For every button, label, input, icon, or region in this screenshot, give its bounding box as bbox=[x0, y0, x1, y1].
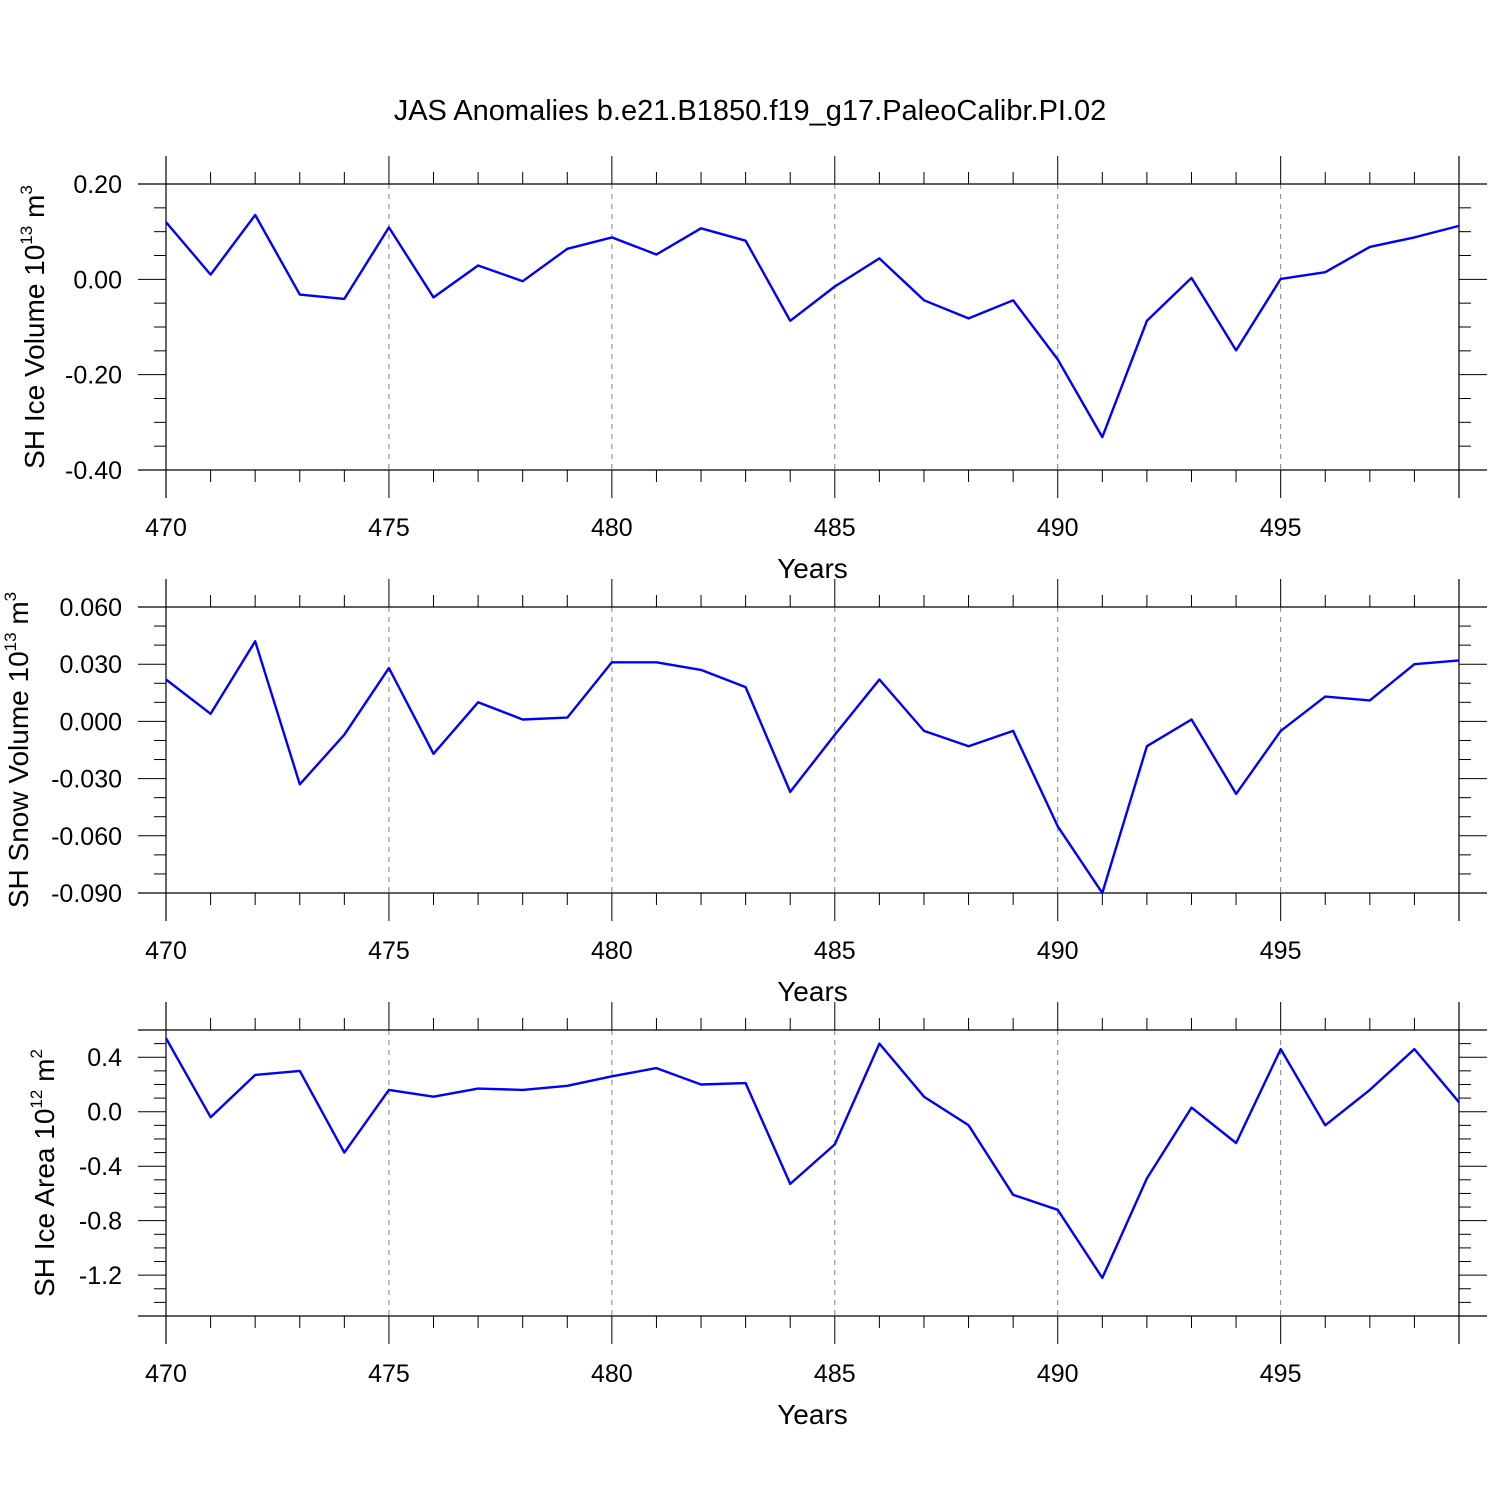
series-line bbox=[165, 640, 1460, 895]
x-tick-label: 470 bbox=[145, 1360, 187, 1388]
y-axis-title: SH Ice Volume 1013 m3 bbox=[17, 185, 50, 469]
x-tick-label: 495 bbox=[1260, 937, 1302, 965]
series-line bbox=[164, 1037, 1460, 1280]
x-tick-label: 470 bbox=[145, 937, 187, 965]
x-tick-label: 490 bbox=[1037, 1360, 1079, 1388]
x-tick-label: 470 bbox=[145, 514, 187, 542]
y-axis-title: SH Ice Area 1012 m2 bbox=[27, 1049, 60, 1297]
panel-ice-volume: 470 475 480 485 490 495 -0.40 -0.20 0.00 0.20 Year… bbox=[17, 156, 1487, 584]
y-axis-title: SH Snow Volume 1013 m3 bbox=[1, 592, 34, 908]
x-tick-label: 495 bbox=[1260, 514, 1302, 542]
y-tick-label: -0.4 bbox=[79, 1153, 122, 1181]
x-tick-label: 495 bbox=[1260, 1360, 1302, 1388]
y-tick-label: 0.00 bbox=[73, 266, 122, 294]
x-axis-title: Years bbox=[777, 1399, 848, 1430]
y-tick-label: 0.4 bbox=[87, 1044, 122, 1072]
y-tick-label: 0.000 bbox=[59, 708, 122, 736]
x-tick-label: 480 bbox=[591, 937, 633, 965]
panel-ice-area: 470 475 480 485 490 495 -1.2 -0.8 -0.4 0.0 0.4 Year… bbox=[27, 1002, 1487, 1430]
x-tick-label: 475 bbox=[368, 937, 410, 965]
panel-snow-volume: 470 475 480 485 490 495 -0.090 -0.060 -0.030 0.00… bbox=[1, 579, 1487, 1007]
y-tick-label: -1.2 bbox=[79, 1262, 122, 1290]
y-tick-label: -0.40 bbox=[65, 457, 122, 485]
x-axis-title: Years bbox=[777, 976, 848, 1007]
chart-title: JAS Anomalies b.e21.B1850.f19_g17.PaleoC… bbox=[394, 95, 1107, 127]
x-axis-title: Years bbox=[777, 553, 848, 584]
x-tick-label: 490 bbox=[1037, 514, 1079, 542]
x-tick-label: 485 bbox=[814, 514, 856, 542]
x-tick-label: 475 bbox=[368, 514, 410, 542]
series-line bbox=[165, 213, 1460, 439]
y-tick-label: 0.20 bbox=[73, 171, 122, 199]
y-tick-label: 0.030 bbox=[59, 651, 122, 679]
y-tick-label: -0.060 bbox=[51, 823, 122, 851]
y-tick-label: 0.060 bbox=[59, 594, 122, 622]
x-tick-label: 475 bbox=[368, 1360, 410, 1388]
y-tick-label: -0.20 bbox=[65, 362, 122, 390]
x-tick-label: 480 bbox=[591, 1360, 633, 1388]
y-tick-label: -0.090 bbox=[51, 880, 122, 908]
x-tick-label: 480 bbox=[591, 514, 633, 542]
y-tick-label: -0.8 bbox=[79, 1208, 122, 1236]
x-tick-label: 485 bbox=[814, 1360, 856, 1388]
y-tick-label: -0.030 bbox=[51, 766, 122, 794]
y-tick-label: 0.0 bbox=[87, 1099, 122, 1127]
x-tick-label: 485 bbox=[814, 937, 856, 965]
x-tick-label: 490 bbox=[1037, 937, 1079, 965]
